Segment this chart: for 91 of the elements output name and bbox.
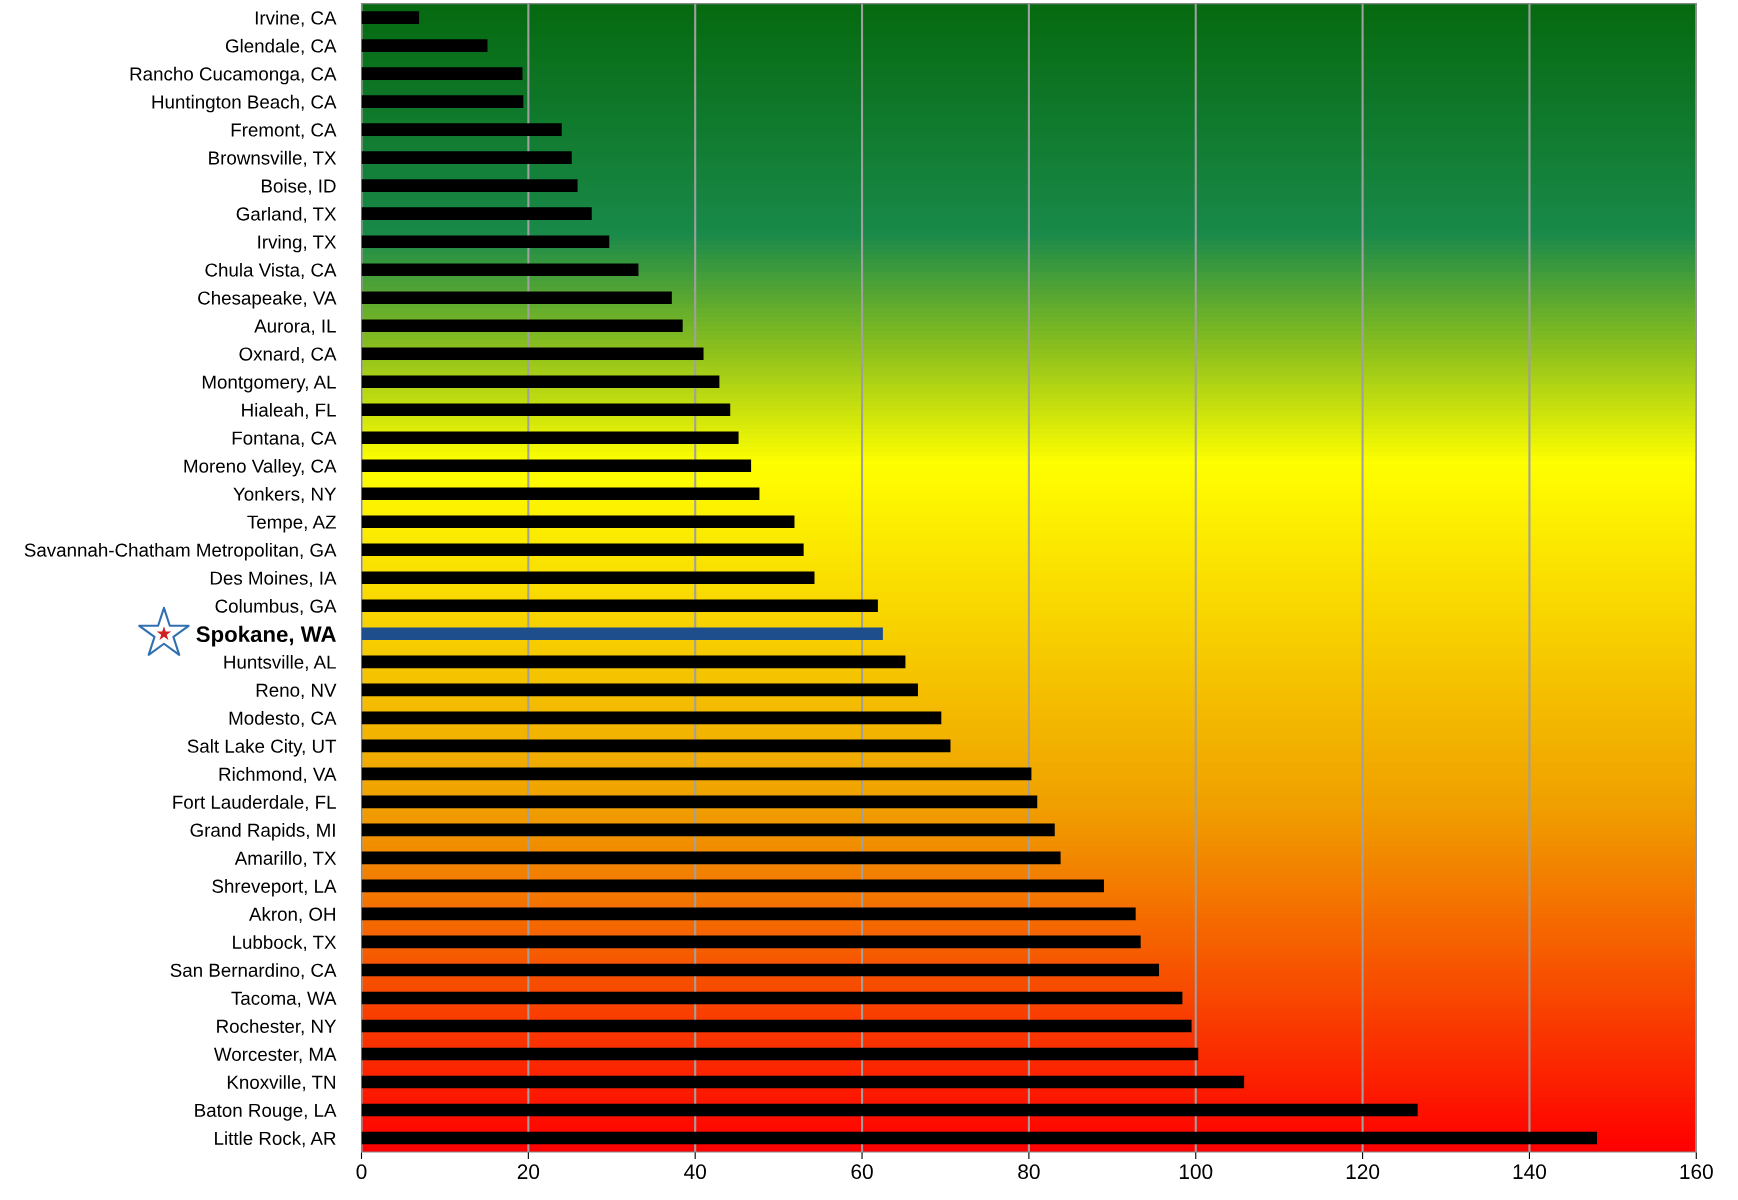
bar <box>361 991 1183 1005</box>
bar <box>361 39 488 52</box>
bar <box>361 683 918 697</box>
y-tick-label: Grand Rapids, MI <box>190 823 335 841</box>
bar <box>361 123 562 136</box>
x-tick-label: 40 <box>684 1164 706 1180</box>
y-tick-label: Spokane, WA <box>196 625 336 647</box>
bar <box>361 739 951 753</box>
bar <box>361 711 942 725</box>
x-tick-label: 80 <box>1018 1164 1040 1180</box>
y-tick-label: Irving, TX <box>258 234 337 253</box>
bar <box>361 319 683 333</box>
x-tick-label: 100 <box>1179 1164 1213 1180</box>
y-tick-label: Akron, OH <box>249 907 335 924</box>
bar <box>361 11 420 24</box>
y-tick-label: Boise, ID <box>261 178 336 195</box>
bar <box>361 347 704 361</box>
bar <box>361 571 815 585</box>
bar <box>361 907 1136 921</box>
bar <box>361 375 720 389</box>
y-tick-label: Lubbock, TX <box>233 935 337 952</box>
x-tick-label: 160 <box>1680 1164 1713 1180</box>
y-tick-label: Brownsville, TX <box>209 150 337 167</box>
bar <box>361 543 804 557</box>
bar <box>361 1019 1192 1033</box>
y-tick-label: Richmond, VA <box>219 767 337 784</box>
y-tick-label: San Bernardino, CA <box>170 963 337 980</box>
x-tick-label: 120 <box>1346 1164 1380 1180</box>
bar <box>361 823 1055 837</box>
bar <box>361 291 672 304</box>
y-tick-label: Hialeah, FL <box>242 402 336 419</box>
bar <box>361 1103 1418 1117</box>
x-tick-label: 20 <box>517 1164 540 1180</box>
y-tick-label: Rancho Cucamonga, CA <box>130 66 337 85</box>
y-tick-label: Oxnard, CA <box>239 346 337 363</box>
y-tick-label: Rochester, NY <box>217 1019 337 1036</box>
y-tick-label: Reno, NV <box>256 683 337 700</box>
bar <box>361 935 1141 949</box>
y-tick-label: Montgomery, AL <box>202 375 336 393</box>
y-tick-label: Little Rock, AR <box>215 1131 336 1148</box>
bar <box>361 179 578 192</box>
bar <box>361 235 610 248</box>
y-tick-label: Aurora, IL <box>254 319 336 335</box>
y-tick-label: Modesto, CA <box>229 711 337 728</box>
y-tick-label: Moreno Valley, CA <box>184 458 337 477</box>
y-tick-label: Des Moines, IA <box>210 571 337 587</box>
bar <box>361 431 739 445</box>
bar <box>361 1047 1199 1061</box>
y-tick-label: Chesapeake, VA <box>198 290 337 309</box>
y-tick-label: Shreveport, LA <box>212 879 337 897</box>
x-tick-label: 0 <box>356 1164 367 1180</box>
y-tick-label: Salt Lake City, UT <box>187 739 337 757</box>
x-tick-label: 140 <box>1513 1164 1547 1180</box>
bar <box>361 655 906 669</box>
bar <box>361 599 878 613</box>
bar <box>361 95 524 108</box>
y-tick-label: Knoxville, TN <box>227 1075 335 1092</box>
y-tick-label: Fort Lauderdale, FL <box>173 795 336 812</box>
y-tick-label: Chula Vista, CA <box>205 262 337 279</box>
bar <box>361 879 1104 893</box>
bar <box>361 795 1038 809</box>
y-tick-label: Baton Rouge, LA <box>195 1103 337 1121</box>
bar <box>361 1131 1598 1145</box>
y-tick-label: Tempe, AZ <box>247 515 336 533</box>
bar <box>361 67 523 80</box>
bar <box>361 515 795 529</box>
y-tick-label: Columbus, GA <box>215 599 337 615</box>
bar <box>361 459 752 473</box>
y-tick-label: Yonkers, NY <box>233 486 337 503</box>
y-tick-label: Fontana, CA <box>232 431 337 447</box>
y-tick-label: Huntington Beach, CA <box>152 94 337 113</box>
bar <box>361 767 1032 781</box>
y-tick-label: Savannah-Chatham Metropolitan, GA <box>24 543 337 561</box>
bar <box>361 851 1061 865</box>
bar <box>361 207 592 220</box>
bar <box>361 263 639 276</box>
y-tick-label: Worcester, MA <box>213 1047 337 1064</box>
y-tick-label: Garland, TX <box>236 206 337 223</box>
y-tick-label: Irvine, CA <box>255 10 337 27</box>
x-tick-label: 60 <box>851 1164 873 1180</box>
y-tick-label: Huntsville, AL <box>224 655 336 672</box>
bar <box>361 403 731 417</box>
bar <box>361 1075 1245 1089</box>
bar <box>361 151 572 164</box>
bar <box>361 487 760 501</box>
y-tick-label: Fremont, CA <box>231 123 337 139</box>
bar <box>361 627 883 641</box>
y-tick-label: Glendale, CA <box>225 38 337 55</box>
y-tick-label: Amarillo, TX <box>234 851 337 868</box>
y-tick-label: Tacoma, WA <box>231 991 337 1008</box>
bar <box>361 963 1160 977</box>
